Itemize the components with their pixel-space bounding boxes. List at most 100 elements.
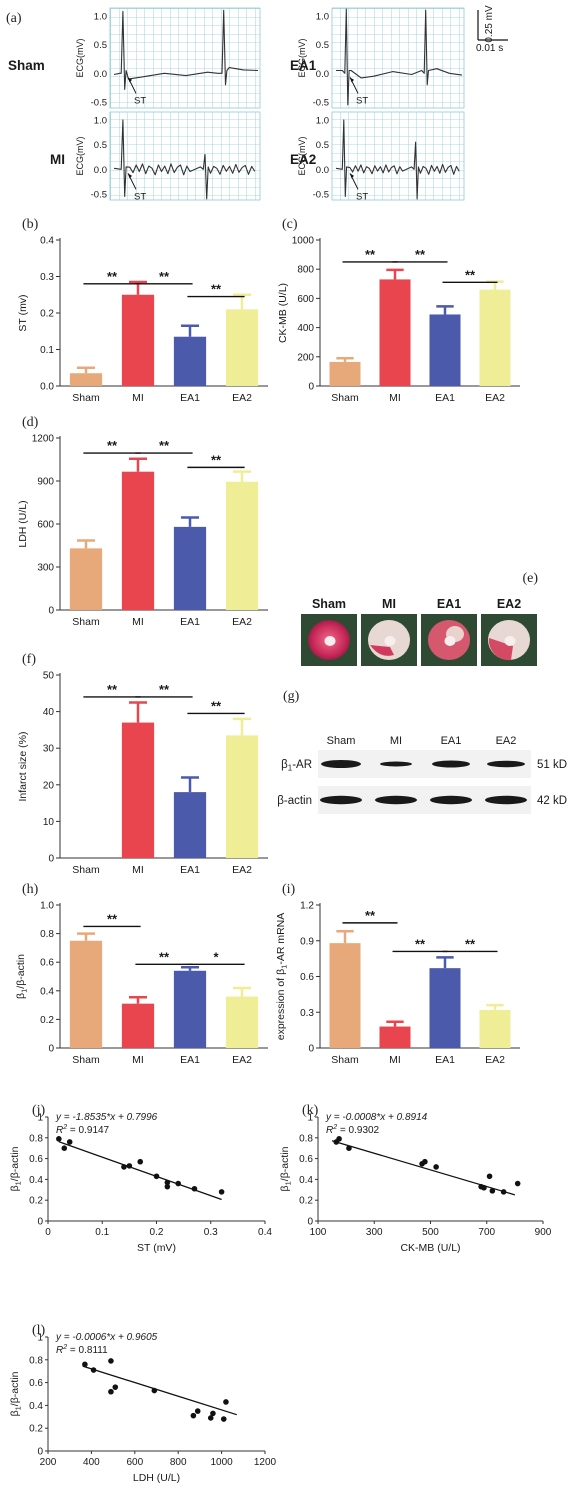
y-tick-label: 0.2: [29, 1196, 43, 1207]
y-tick-label: 0.2: [40, 1015, 54, 1026]
y-tick-label: 400: [297, 323, 314, 334]
row-label-subscript: 1: [288, 764, 293, 773]
ecg-group-label: Sham: [8, 58, 45, 73]
r2-symbol: R: [326, 1125, 333, 1136]
y-axis-label: β1/β-actin: [9, 1146, 23, 1191]
y-tick-label: 50: [43, 671, 55, 682]
r-squared: R2 = 0.9147: [56, 1124, 110, 1136]
significance-label: **: [415, 936, 426, 951]
image-label: Sham: [312, 597, 346, 611]
y-tick-label: 0.1: [40, 345, 54, 356]
data-point: [514, 1180, 521, 1187]
x-tick-label: 500: [422, 1227, 439, 1238]
y-tick-label: 600: [297, 294, 314, 305]
data-point: [66, 1139, 73, 1145]
x-tick-label: MI: [132, 864, 144, 876]
y-tick-label: 300: [37, 563, 54, 574]
data-point: [121, 1164, 127, 1170]
x-tick-label: EA2: [485, 392, 505, 404]
bar-chart-i: (i) 0 0.3 0.6 0.9 1.2 Sham MI EA1 EA2 ** ** ** expres…: [275, 882, 520, 1066]
st-label: ST: [356, 95, 368, 106]
y-tick-label: 0.8: [299, 1133, 313, 1144]
ylabel-base: expression of β: [275, 969, 287, 1040]
x-tick-label: 0.2: [150, 1227, 164, 1238]
data-point: [137, 1158, 144, 1165]
data-point: [82, 1361, 88, 1368]
x-tick-label: MI: [389, 392, 401, 404]
bar-ea2: [479, 1009, 511, 1048]
significance-label: **: [211, 698, 222, 713]
bar-ea2: [225, 996, 259, 1048]
x-tick-label: 900: [535, 1227, 552, 1238]
bar-mi: [121, 1003, 155, 1048]
ecg-y-tick-label: 1.0: [316, 116, 329, 127]
x-tick-label: Sham: [72, 392, 100, 404]
x-tick-label: 0.3: [204, 1227, 218, 1238]
ecg-y-axis-label: ECG(mV): [75, 39, 85, 78]
bar-mi: [121, 471, 155, 610]
x-tick-label: Sham: [72, 1054, 100, 1066]
r2-value: = 0.9302: [337, 1125, 379, 1136]
ecg-trace-mi: [113, 119, 256, 200]
data-point: [481, 1184, 487, 1191]
lane-label: MI: [390, 735, 402, 747]
ecg-group-label: MI: [50, 152, 65, 167]
image-label: MI: [382, 597, 396, 611]
y-tick-label: 0.4: [40, 236, 54, 247]
row-label-base: β: [281, 759, 288, 771]
r2-symbol: R: [56, 1345, 63, 1356]
y-tick-label: 0.3: [300, 1008, 314, 1019]
x-tick-label: 600: [126, 1457, 143, 1468]
y-tick-label: 0.0: [40, 382, 54, 393]
y-tick-label: 0: [308, 1044, 314, 1055]
data-point: [346, 1145, 352, 1151]
ylabel-base: β: [15, 993, 27, 999]
r2-superscript: 2: [62, 1344, 67, 1351]
ecg-y-axis-label: ECG(mV): [75, 137, 85, 176]
data-point: [175, 1180, 181, 1187]
lane-label: EA1: [441, 735, 462, 747]
data-point: [108, 1358, 114, 1364]
y-tick-label: 1: [307, 1113, 313, 1124]
x-axis-label: LDH (U/L): [133, 1472, 180, 1484]
y-axis-label: Infarct size (%): [17, 731, 29, 801]
panel-label: (e): [522, 571, 538, 586]
data-point: [151, 1387, 158, 1394]
panel-label: (d): [22, 415, 39, 430]
x-tick-label: EA1: [435, 392, 455, 404]
r2-symbol: R: [56, 1125, 63, 1136]
x-tick-label: 0.4: [258, 1227, 272, 1238]
ylabel-rest: /β-actin: [279, 1146, 291, 1181]
protein-band: [430, 795, 472, 805]
x-tick-label: EA1: [180, 1054, 200, 1066]
regression-line: [58, 1141, 222, 1201]
panel-label: (g): [283, 689, 300, 704]
bar-chart-d: (d) 0 300 600 900 1200 Sham MI EA1 EA2 ** ** ** LDH (…: [17, 415, 268, 628]
significance-label: **: [107, 911, 118, 926]
bar-sham: [69, 940, 103, 1048]
y-tick-label: 0: [48, 1044, 54, 1055]
ecg-y-tick-label: -0.5: [91, 98, 107, 109]
st-label: ST: [134, 95, 146, 106]
st-arrowhead: [128, 173, 132, 179]
lane-label: EA2: [496, 735, 517, 747]
bar-mi: [379, 1026, 411, 1048]
ylabel-base: β: [9, 1410, 21, 1416]
y-tick-label: 0.2: [40, 309, 54, 320]
panel-label: (f): [22, 652, 36, 667]
x-axis-label: CK-MB (U/L): [400, 1242, 460, 1254]
data-point: [126, 1163, 133, 1169]
data-point: [486, 1173, 493, 1180]
data-point: [164, 1179, 171, 1186]
protein-band: [321, 760, 361, 768]
x-tick-label: 200: [40, 1457, 57, 1468]
y-tick-label: 0.2: [29, 1424, 43, 1435]
r2-value: = 0.8111: [67, 1345, 108, 1356]
x-tick-label: 0: [45, 1227, 51, 1238]
scale-bar-x-label: 0.01 s: [476, 43, 503, 54]
r2-superscript: 2: [62, 1124, 67, 1131]
protein-band: [320, 795, 362, 805]
y-tick-label: 0.6: [29, 1154, 43, 1165]
data-point: [61, 1145, 68, 1151]
